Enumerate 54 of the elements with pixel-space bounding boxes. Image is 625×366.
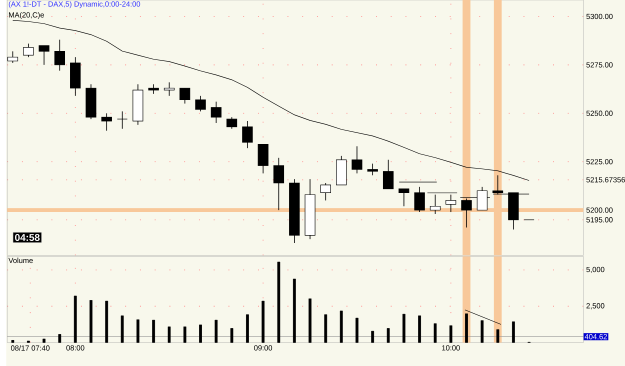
candlestick bbox=[210, 101, 222, 124]
candlestick bbox=[398, 188, 410, 206]
candlestick bbox=[101, 112, 112, 131]
bar bbox=[11, 340, 14, 343]
candlestick bbox=[273, 157, 284, 210]
bar bbox=[465, 313, 468, 343]
candlestick bbox=[7, 50, 18, 64]
bar bbox=[480, 320, 484, 343]
candlestick bbox=[116, 110, 128, 130]
bar bbox=[512, 321, 515, 343]
bar bbox=[120, 315, 124, 343]
bar bbox=[418, 315, 421, 343]
bar bbox=[386, 328, 390, 343]
bar bbox=[324, 314, 328, 343]
candlestick bbox=[54, 39, 66, 71]
bar bbox=[199, 324, 202, 343]
bar bbox=[308, 298, 312, 343]
bar bbox=[42, 338, 46, 343]
bar bbox=[402, 314, 406, 343]
bar bbox=[105, 300, 108, 343]
candlestick bbox=[164, 82, 175, 96]
bar bbox=[90, 300, 92, 343]
candlestick bbox=[258, 144, 268, 174]
bar bbox=[292, 278, 296, 343]
candlestick bbox=[320, 182, 331, 201]
bar bbox=[168, 326, 171, 343]
bar bbox=[152, 320, 156, 343]
candlestick bbox=[148, 84, 159, 94]
bar bbox=[277, 262, 280, 343]
bar bbox=[356, 318, 358, 343]
bar bbox=[74, 296, 77, 343]
bar bbox=[262, 300, 265, 343]
bar bbox=[371, 330, 374, 343]
candlestick bbox=[414, 186, 425, 212]
candlestick bbox=[23, 43, 34, 58]
bar bbox=[340, 310, 343, 343]
annotation: 04:58 bbox=[15, 234, 40, 241]
candlestick bbox=[226, 116, 238, 130]
candlestick bbox=[180, 88, 190, 104]
bar bbox=[434, 323, 437, 343]
bar bbox=[496, 329, 500, 343]
bar bbox=[183, 326, 186, 343]
bar bbox=[136, 319, 140, 343]
candlestick bbox=[382, 159, 394, 190]
bar bbox=[230, 328, 234, 343]
candlestick bbox=[352, 146, 362, 174]
candlestick bbox=[38, 44, 50, 66]
bar bbox=[246, 314, 249, 343]
candlestick bbox=[242, 120, 253, 148]
candlestick bbox=[367, 163, 378, 176]
bar bbox=[214, 320, 218, 343]
bar bbox=[58, 334, 62, 343]
bar bbox=[449, 325, 452, 343]
candlestick bbox=[195, 95, 206, 112]
